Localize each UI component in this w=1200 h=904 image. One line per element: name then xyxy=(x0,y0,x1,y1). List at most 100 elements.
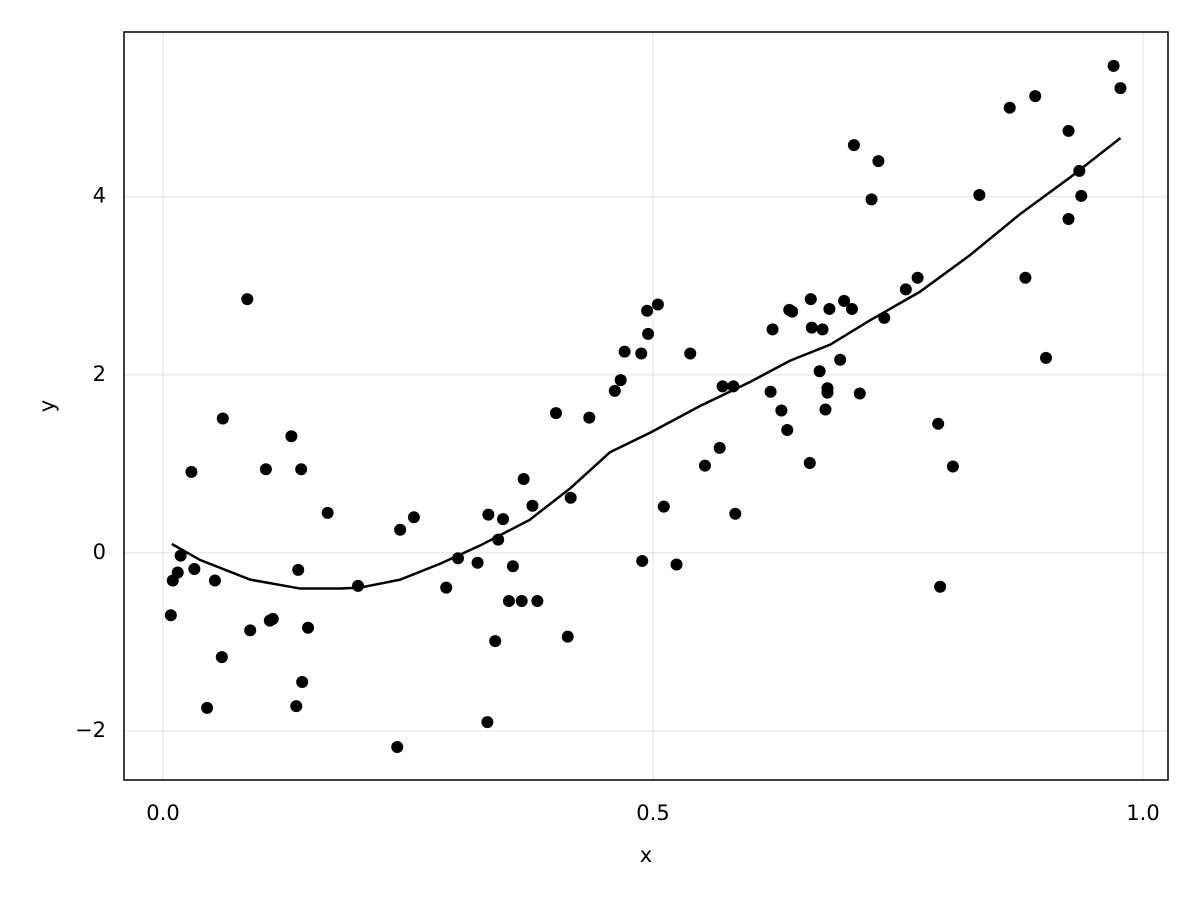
point xyxy=(506,560,519,573)
point xyxy=(407,511,420,524)
point xyxy=(296,676,309,689)
point xyxy=(164,609,177,622)
point xyxy=(241,293,254,306)
point xyxy=(489,635,502,648)
point xyxy=(1075,189,1088,202)
point xyxy=(244,624,257,637)
point xyxy=(642,327,655,340)
point xyxy=(834,353,847,366)
point xyxy=(549,407,562,420)
point xyxy=(636,554,649,567)
point xyxy=(215,651,228,664)
point xyxy=(764,385,777,398)
x-tick-label: 0.0 xyxy=(146,801,179,825)
point xyxy=(845,302,858,315)
point xyxy=(698,459,711,472)
point xyxy=(394,523,407,536)
point xyxy=(713,441,726,454)
point xyxy=(502,595,515,608)
y-tick-label: 2 xyxy=(93,362,106,386)
x-axis-label: x xyxy=(640,843,652,867)
point xyxy=(185,465,198,478)
point xyxy=(526,499,539,512)
point xyxy=(932,417,945,430)
point xyxy=(208,574,221,587)
point xyxy=(295,463,308,476)
point xyxy=(201,701,214,714)
point xyxy=(716,380,729,393)
plot-frame xyxy=(123,31,1169,781)
point xyxy=(934,580,947,593)
point xyxy=(174,549,187,562)
point xyxy=(482,508,495,521)
point xyxy=(946,460,959,473)
point xyxy=(216,412,229,425)
point xyxy=(670,558,683,571)
point xyxy=(171,566,184,579)
point xyxy=(729,507,742,520)
point xyxy=(899,283,912,296)
point xyxy=(517,473,530,486)
y-tick-label: −2 xyxy=(75,718,106,742)
point xyxy=(618,345,631,358)
point xyxy=(781,424,794,437)
x-tick-label: 0.5 xyxy=(636,801,669,825)
point xyxy=(564,491,577,504)
point xyxy=(872,155,885,168)
point xyxy=(813,365,826,378)
point xyxy=(1019,271,1032,284)
point xyxy=(847,139,860,152)
point xyxy=(321,506,334,519)
point xyxy=(766,323,779,336)
point xyxy=(440,581,453,594)
point xyxy=(816,323,829,336)
y-tick-label: 4 xyxy=(93,184,106,208)
point xyxy=(1039,351,1052,364)
point xyxy=(805,321,818,334)
point xyxy=(973,188,986,201)
point xyxy=(391,741,404,754)
point xyxy=(865,193,878,206)
point xyxy=(657,500,670,513)
point xyxy=(531,595,544,608)
point xyxy=(285,430,298,443)
point xyxy=(1062,213,1075,225)
point xyxy=(1107,59,1120,72)
point xyxy=(804,293,817,306)
point xyxy=(614,374,627,387)
point xyxy=(838,294,851,307)
point xyxy=(1003,101,1016,114)
point xyxy=(786,305,799,318)
point xyxy=(302,621,315,634)
point xyxy=(635,347,648,360)
point xyxy=(821,382,834,395)
point xyxy=(651,298,664,311)
point xyxy=(823,302,836,315)
point xyxy=(803,456,816,469)
point xyxy=(911,271,924,284)
y-tick-label: 0 xyxy=(93,540,106,564)
point xyxy=(290,700,303,713)
x-tick-label: 1.0 xyxy=(1126,801,1159,825)
point xyxy=(1029,90,1042,103)
point xyxy=(1114,82,1127,95)
point xyxy=(471,556,484,569)
point xyxy=(266,612,279,625)
point xyxy=(481,716,494,729)
point xyxy=(292,563,305,576)
point xyxy=(608,384,621,397)
point xyxy=(188,562,201,575)
point xyxy=(853,387,866,400)
point xyxy=(352,579,365,592)
point xyxy=(641,304,654,317)
point xyxy=(497,513,510,526)
point xyxy=(515,595,528,608)
point xyxy=(775,404,788,417)
point xyxy=(1062,124,1075,137)
y-axis-label: y xyxy=(35,400,59,412)
point xyxy=(684,347,697,360)
point xyxy=(819,403,832,416)
fit-line xyxy=(171,136,1122,590)
